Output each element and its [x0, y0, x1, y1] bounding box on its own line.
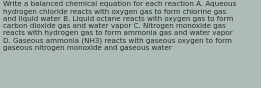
Text: Write a balanced chemical equation for each reaction A. Aqueous
hydrogen chlorid: Write a balanced chemical equation for e…	[3, 1, 236, 51]
